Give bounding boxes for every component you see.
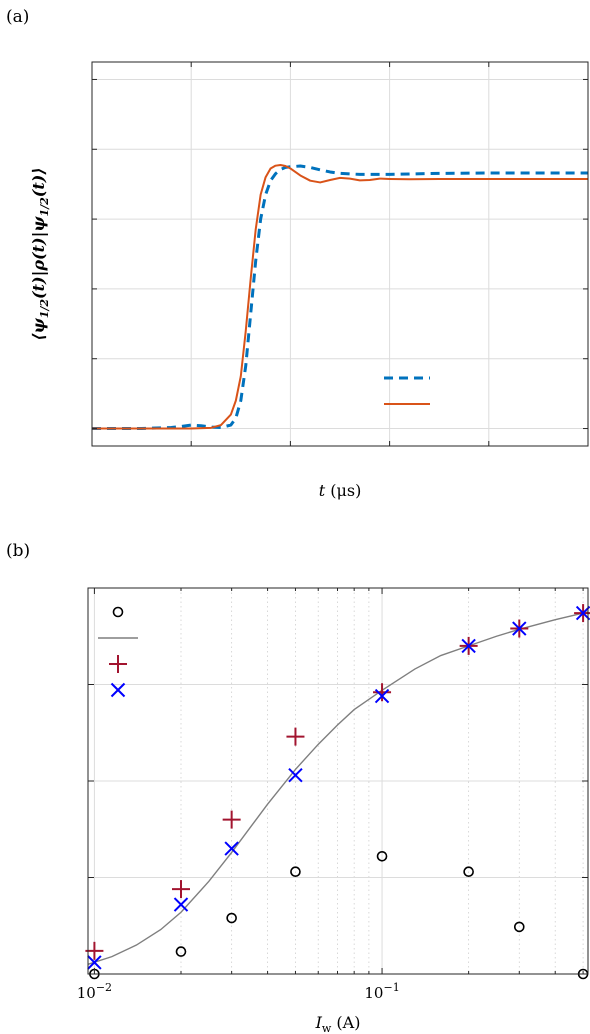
series-line-exact-field bbox=[92, 164, 588, 431]
legend-swatch-quadrupole-b bbox=[110, 682, 126, 698]
quadrupole-point bbox=[173, 897, 189, 912]
quadrupole-point-b bbox=[575, 605, 590, 621]
quadrupole-point bbox=[288, 768, 303, 783]
exact-field-point bbox=[222, 810, 241, 829]
exact-field-point bbox=[171, 880, 190, 899]
x-tick-label: 10−2 bbox=[77, 981, 112, 1002]
frisch-segre-point bbox=[290, 866, 301, 878]
axes-frame-a bbox=[91, 61, 589, 447]
quadrupole-point-b bbox=[87, 955, 102, 970]
legend-swatch-exact-field bbox=[109, 655, 127, 673]
quadrupole-point bbox=[575, 605, 590, 621]
panel-b-label: (b) bbox=[6, 541, 30, 561]
series-line-quadrupole bbox=[92, 163, 588, 430]
exact-field-point bbox=[373, 683, 392, 702]
x-tick-label: 10−1 bbox=[364, 981, 399, 1002]
quadrupole-point-b bbox=[374, 688, 390, 704]
legend-swatch-frisch-segre bbox=[112, 606, 124, 618]
frisch-segre-point bbox=[513, 921, 525, 933]
frisch-segre-point bbox=[376, 850, 388, 862]
quadrupole-point-b bbox=[288, 768, 303, 783]
x-axis-label: t (μs) bbox=[319, 481, 362, 500]
quadrupole-point-b bbox=[224, 841, 239, 856]
quadrupole-point bbox=[512, 621, 527, 636]
legend-swatch-quadrupole bbox=[110, 682, 126, 698]
quadrupole-point bbox=[461, 638, 476, 654]
quadrupole-point-b bbox=[173, 897, 189, 912]
exact-field-point bbox=[286, 727, 305, 746]
quadrupole-point bbox=[224, 841, 239, 856]
quadrupole-point-b bbox=[461, 638, 476, 654]
frisch-segre-point bbox=[463, 866, 474, 878]
majorana-prediction-curve bbox=[87, 611, 589, 966]
y-axis-label: ⟨ψ1/2(t)|ρ(t)|ψ1/2(t)⟩ bbox=[29, 167, 51, 340]
panel-b-chart: 10−2 10−1Iw (A) bbox=[77, 587, 590, 1034]
frisch-segre-point bbox=[226, 912, 237, 924]
x-axis-label: Iw (A) bbox=[315, 1013, 361, 1034]
plot-area-a bbox=[92, 62, 588, 446]
panel-a-chart: t (μs) ⟨ψ1/2(t)|ρ(t)|ψ1/2(t)⟩ bbox=[29, 61, 589, 500]
panel-a-label: (a) bbox=[6, 7, 29, 27]
quadrupole-point-b bbox=[512, 621, 527, 636]
quadrupole-point bbox=[87, 955, 102, 970]
frisch-segre-point bbox=[175, 946, 187, 957]
quadrupole-point bbox=[374, 688, 390, 704]
